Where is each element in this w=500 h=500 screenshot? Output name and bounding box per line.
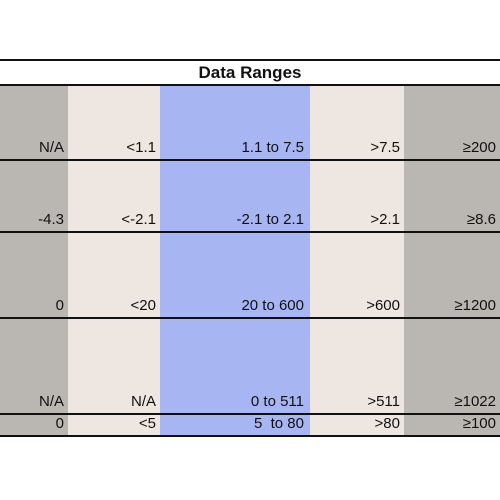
- table-cell: ≥8.6: [404, 161, 500, 231]
- table-cell: <1.1: [68, 86, 160, 159]
- table-cell: >511: [310, 319, 404, 413]
- table-cell: N/A: [68, 319, 160, 413]
- table-cell: 0: [0, 415, 68, 435]
- table-cell: -4.3: [0, 161, 68, 231]
- table-cell: ≥1022: [404, 319, 500, 413]
- table-cell: -2.1 to 2.1: [160, 161, 310, 231]
- table-cell: >7.5: [310, 86, 404, 159]
- table-row: 0 <5 5 to 80 >80 ≥100: [0, 415, 500, 437]
- table-cell: >2.1: [310, 161, 404, 231]
- data-ranges-table: Data Ranges N/A <1.1 1.1 to 7.5 >7.5 ≥20…: [0, 59, 500, 437]
- table-title: Data Ranges: [0, 59, 500, 86]
- table-row: 0 <20 20 to 600 >600 ≥1200: [0, 233, 500, 319]
- table-cell: N/A: [0, 86, 68, 159]
- table-row: N/A N/A 0 to 511 >511 ≥1022: [0, 319, 500, 415]
- table-cell: 5 to 80: [160, 415, 310, 435]
- table-cell: 1.1 to 7.5: [160, 86, 310, 159]
- table-row: N/A <1.1 1.1 to 7.5 >7.5 ≥200: [0, 86, 500, 161]
- table-cell: 20 to 600: [160, 233, 310, 317]
- table-row: -4.3 <-2.1 -2.1 to 2.1 >2.1 ≥8.6: [0, 161, 500, 233]
- table-cell: N/A: [0, 319, 68, 413]
- table-cell: >600: [310, 233, 404, 317]
- table-cell: >80: [310, 415, 404, 435]
- table-cell: ≥200: [404, 86, 500, 159]
- table-cell: ≥100: [404, 415, 500, 435]
- table-cell: 0: [0, 233, 68, 317]
- table-cell: <-2.1: [68, 161, 160, 231]
- table-cell: ≥1200: [404, 233, 500, 317]
- table-cell: <5: [68, 415, 160, 435]
- table-cell: 0 to 511: [160, 319, 310, 413]
- table-cell: <20: [68, 233, 160, 317]
